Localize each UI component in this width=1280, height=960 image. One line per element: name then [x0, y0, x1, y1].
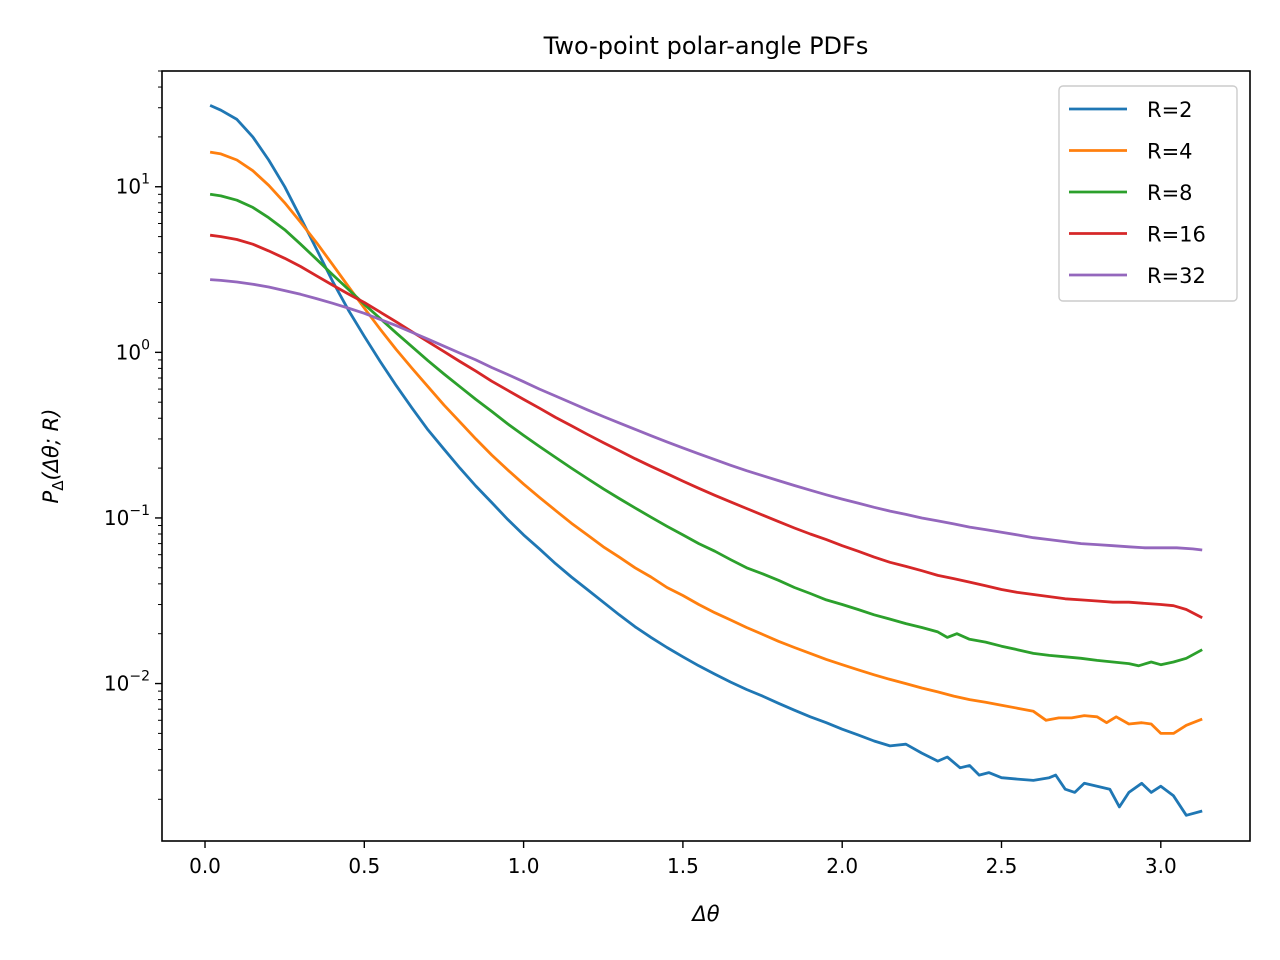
legend-label: R=2: [1147, 98, 1193, 122]
x-tick-label: 0.5: [348, 854, 380, 878]
y-tick-label: 10−1: [104, 503, 150, 530]
legend-label: R=4: [1147, 140, 1193, 164]
legend-frame: [1058, 85, 1238, 302]
series-line-2: [209, 150, 1203, 735]
y-axis: 10−2 10−1 100 101: [104, 70, 162, 800]
legend-label: R=32: [1147, 264, 1206, 288]
plot-frame: [161, 70, 1251, 842]
x-axis: 0.0 0.5 1.0 1.5 2.0 2.5 3.0: [189, 841, 1177, 878]
x-tick-label: 2.0: [826, 854, 858, 878]
legend-label: R=8: [1147, 181, 1193, 205]
y-tick-label: 10−2: [104, 669, 150, 696]
series-line-4: [209, 233, 1203, 619]
y-axis-label: PΔ(Δθ; R): [39, 409, 67, 504]
x-tick-label: 1.0: [508, 854, 540, 878]
series-line-3: [209, 192, 1203, 668]
x-tick-label: 3.0: [1145, 854, 1177, 878]
x-tick-label: 2.5: [986, 854, 1018, 878]
x-tick-label: 0.0: [189, 854, 221, 878]
legend: R=2 R=4 R=8 R=16 R=32: [1058, 85, 1238, 302]
x-axis-label: Δθ: [690, 902, 719, 926]
legend-label: R=16: [1147, 223, 1206, 247]
series-layer: [209, 104, 1203, 817]
x-tick-label: 1.5: [667, 854, 699, 878]
y-tick-label: 100: [116, 337, 150, 364]
chart-title: Two-point polar-angle PDFs: [543, 32, 869, 60]
y-tick-label: 101: [116, 172, 150, 199]
series-line-1: [209, 104, 1203, 817]
series-line-5: [209, 278, 1203, 552]
